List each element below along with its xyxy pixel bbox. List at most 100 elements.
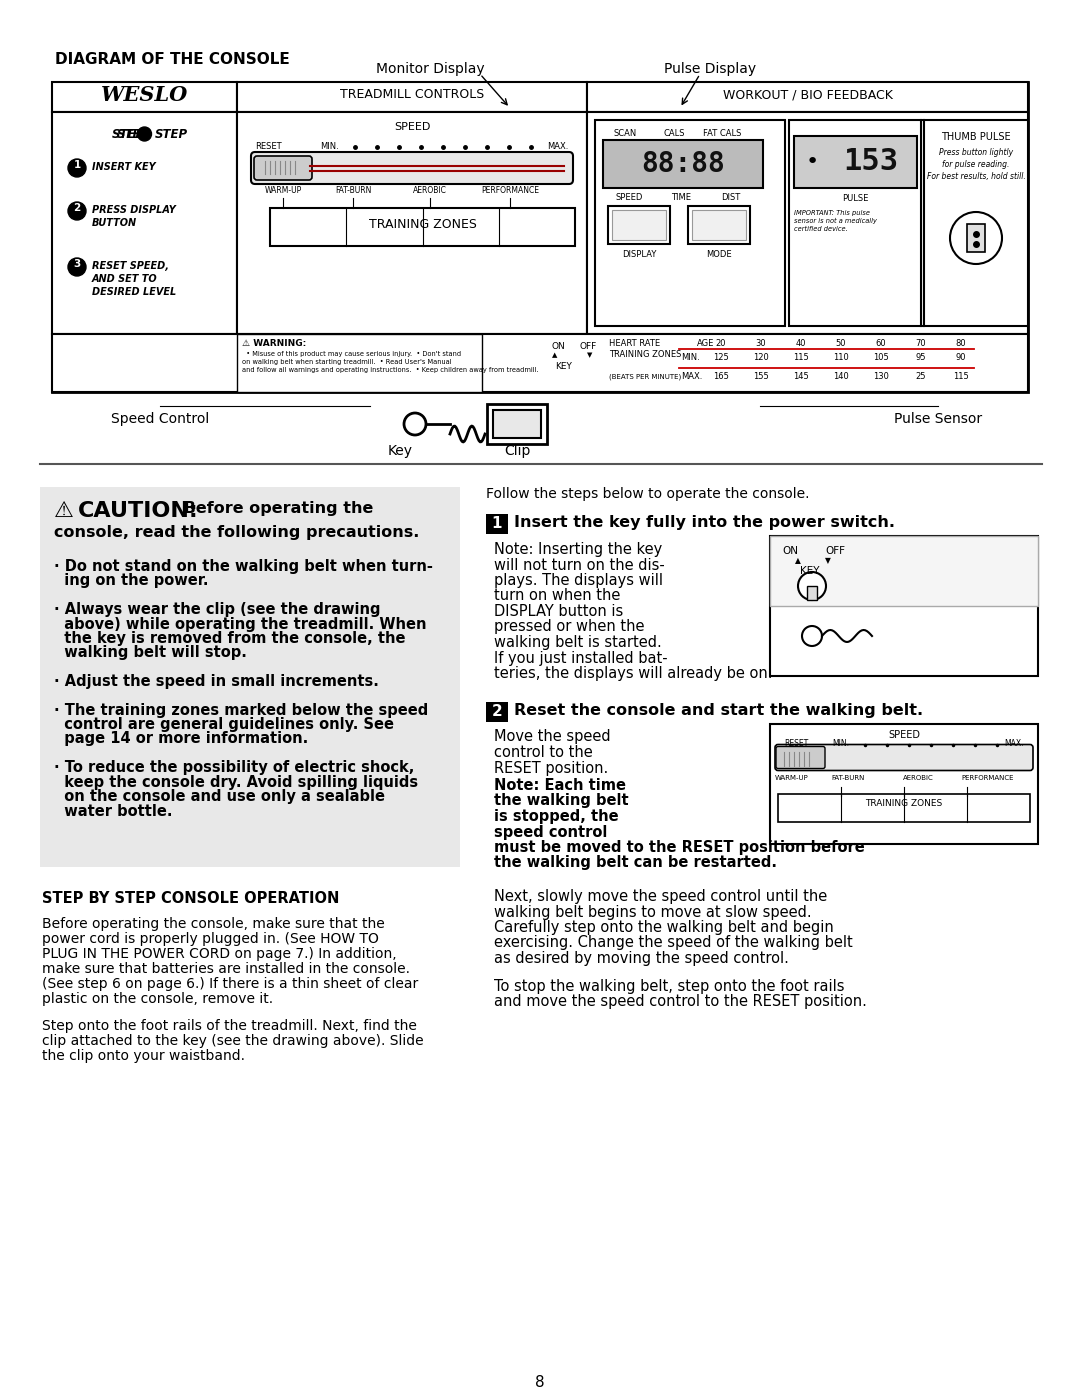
Text: TREADMILL CONTROLS: TREADMILL CONTROLS [340, 88, 484, 102]
Text: 80: 80 [956, 339, 967, 348]
FancyBboxPatch shape [251, 152, 573, 184]
Text: DISPLAY button is: DISPLAY button is [494, 604, 623, 619]
Text: the walking belt: the walking belt [494, 793, 629, 809]
Text: 110: 110 [833, 353, 849, 362]
Text: AGE: AGE [697, 339, 714, 348]
Bar [967, 224, 985, 251]
Text: control to the: control to the [494, 745, 593, 760]
Bar [924, 120, 1028, 326]
Text: OFF: OFF [825, 546, 845, 556]
Text: CALS: CALS [663, 129, 685, 138]
Text: Insert the key fully into the power switch.: Insert the key fully into the power swit… [514, 515, 895, 529]
Text: Note: Each time: Note: Each time [494, 778, 626, 793]
Text: and move the speed control to the RESET position.: and move the speed control to the RESET … [494, 995, 867, 1009]
Bar [692, 210, 746, 240]
Text: · Adjust the speed in small increments.: · Adjust the speed in small increments. [54, 673, 379, 689]
Text: SPEED: SPEED [888, 729, 920, 739]
Text: 145: 145 [793, 372, 809, 381]
Bar [770, 536, 1038, 606]
Text: 1: 1 [73, 161, 81, 170]
Circle shape [68, 258, 86, 277]
Text: will not turn on the dis-: will not turn on the dis- [494, 557, 665, 573]
Text: IMPORTANT: This pulse
sensor is not a medically
certified device.: IMPORTANT: This pulse sensor is not a me… [794, 210, 877, 232]
Text: STEP: STEP [117, 129, 150, 141]
Text: ing on the power.: ing on the power. [54, 574, 208, 588]
Text: WARM-UP: WARM-UP [265, 186, 301, 196]
Bar [486, 514, 508, 534]
Text: MAX.: MAX. [548, 142, 569, 151]
Text: ▲: ▲ [552, 352, 557, 358]
Text: HEART RATE: HEART RATE [609, 339, 660, 348]
Text: INSERT KEY: INSERT KEY [92, 162, 156, 172]
Text: SPEED: SPEED [394, 122, 430, 131]
Circle shape [798, 571, 826, 599]
Text: Speed Control: Speed Control [111, 412, 210, 426]
Text: Move the speed: Move the speed [494, 729, 610, 745]
Text: 105: 105 [873, 353, 889, 362]
Text: is stopped, the: is stopped, the [494, 809, 619, 824]
Text: teries, the displays will already be on.: teries, the displays will already be on. [494, 666, 772, 680]
Bar [789, 120, 924, 326]
Circle shape [137, 127, 151, 141]
Circle shape [68, 203, 86, 219]
Text: AEROBIC: AEROBIC [413, 186, 447, 196]
Text: (See step 6 on page 6.) If there is a thin sheet of clear: (See step 6 on page 6.) If there is a th… [42, 977, 418, 990]
Text: TRAINING ZONES: TRAINING ZONES [368, 218, 476, 232]
Text: STEP: STEP [154, 129, 188, 141]
Text: TIME: TIME [671, 193, 691, 203]
Text: ▼: ▼ [825, 556, 831, 564]
Text: 8: 8 [536, 1375, 544, 1390]
Text: 165: 165 [713, 372, 729, 381]
Text: · To reduce the possibility of electric shock,: · To reduce the possibility of electric … [54, 760, 415, 775]
FancyBboxPatch shape [777, 746, 825, 768]
Bar [487, 404, 546, 444]
Text: 90: 90 [956, 353, 967, 362]
Bar [40, 488, 460, 868]
Text: CAUTION:: CAUTION: [78, 502, 199, 521]
Text: DESIRED LEVEL: DESIRED LEVEL [92, 286, 176, 298]
Text: 60: 60 [876, 339, 887, 348]
Text: STEP BY STEP CONSOLE OPERATION: STEP BY STEP CONSOLE OPERATION [42, 891, 339, 907]
Text: RESET SPEED,: RESET SPEED, [92, 261, 168, 271]
Text: Carefully step onto the walking belt and begin: Carefully step onto the walking belt and… [494, 921, 834, 935]
Bar [486, 701, 508, 721]
Text: 153: 153 [842, 148, 899, 176]
Text: 130: 130 [873, 372, 889, 381]
Text: 120: 120 [753, 353, 769, 362]
Text: 20: 20 [716, 339, 726, 348]
Bar [237, 82, 588, 112]
Text: SCAN: SCAN [613, 129, 636, 138]
Text: ▲: ▲ [795, 556, 801, 564]
Text: MAX.: MAX. [681, 372, 702, 381]
Text: AND SET TO: AND SET TO [92, 274, 158, 284]
Text: TRAINING ZONES: TRAINING ZONES [865, 799, 943, 809]
Text: MIN.: MIN. [832, 739, 849, 749]
Text: keep the console dry. Avoid spilling liquids: keep the console dry. Avoid spilling liq… [54, 774, 418, 789]
Text: water bottle.: water bottle. [54, 803, 173, 819]
Text: PLUG IN THE POWER CORD on page 7.) In addition,: PLUG IN THE POWER CORD on page 7.) In ad… [42, 947, 396, 961]
Text: RESET: RESET [784, 739, 808, 749]
Text: OFF: OFF [580, 342, 597, 351]
Text: WESLO: WESLO [100, 85, 188, 105]
Text: THUMB PULSE: THUMB PULSE [941, 131, 1011, 142]
Text: 70: 70 [916, 339, 927, 348]
Text: MAX.: MAX. [1004, 739, 1024, 749]
Text: plastic on the console, remove it.: plastic on the console, remove it. [42, 992, 273, 1006]
Text: the clip onto your waistband.: the clip onto your waistband. [42, 1049, 245, 1063]
Text: speed control: speed control [494, 824, 607, 840]
Text: console, read the following precautions.: console, read the following precautions. [54, 525, 419, 541]
Text: TRAINING ZONES: TRAINING ZONES [609, 351, 681, 359]
Text: 40: 40 [796, 339, 807, 348]
Circle shape [68, 159, 86, 177]
Bar [807, 585, 816, 599]
Text: •: • [806, 152, 820, 172]
Text: Before operating the console, make sure that the: Before operating the console, make sure … [42, 916, 384, 930]
Text: Pulse Sensor: Pulse Sensor [894, 412, 982, 426]
Text: above) while operating the treadmill. When: above) while operating the treadmill. Wh… [54, 616, 427, 631]
Text: FAT-BURN: FAT-BURN [335, 186, 372, 196]
Bar [770, 724, 1038, 844]
Bar [52, 334, 1028, 393]
Text: plays. The displays will: plays. The displays will [494, 573, 663, 588]
Text: 115: 115 [793, 353, 809, 362]
Text: Press button lightly
for pulse reading.
For best results, hold still.: Press button lightly for pulse reading. … [927, 148, 1025, 180]
